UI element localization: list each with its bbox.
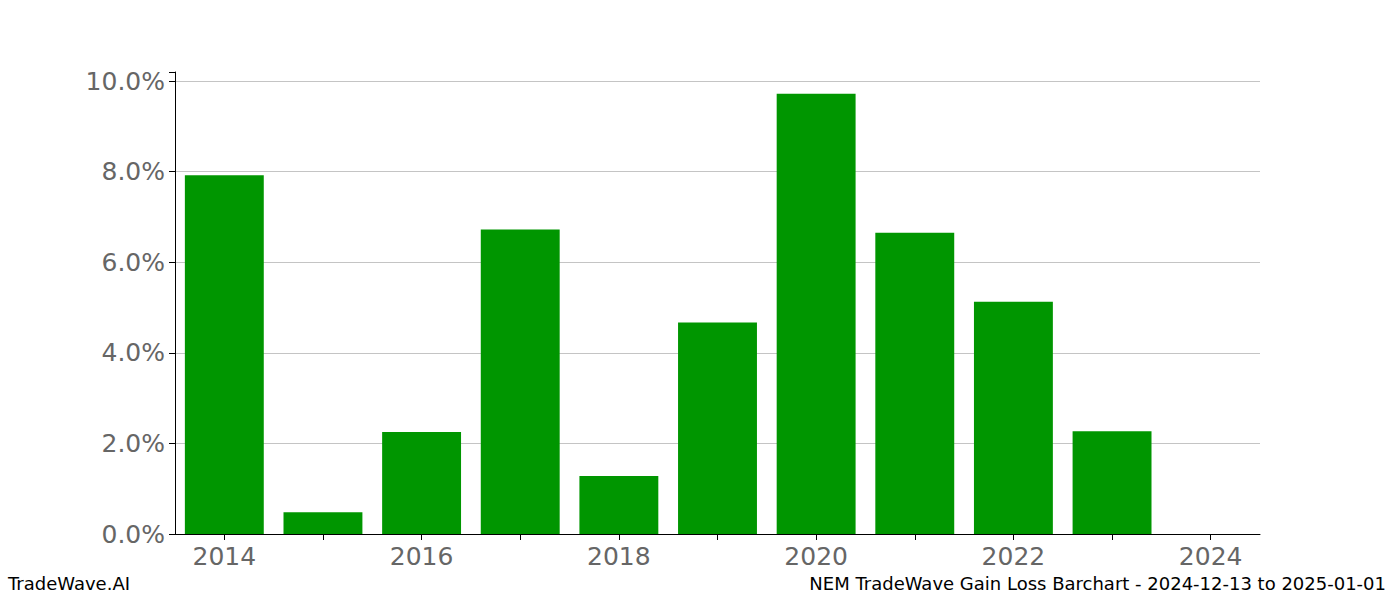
svg-text:2018: 2018 — [587, 542, 651, 571]
svg-text:0.0%: 0.0% — [101, 520, 165, 549]
svg-text:TradeWave.AI: TradeWave.AI — [7, 573, 130, 594]
svg-text:2022: 2022 — [982, 542, 1046, 571]
svg-text:2.0%: 2.0% — [101, 429, 165, 458]
svg-text:2014: 2014 — [193, 542, 257, 571]
svg-text:8.0%: 8.0% — [101, 157, 165, 186]
svg-text:2016: 2016 — [390, 542, 454, 571]
svg-text:2024: 2024 — [1179, 542, 1243, 571]
svg-text:2020: 2020 — [784, 542, 848, 571]
svg-text:4.0%: 4.0% — [101, 338, 165, 367]
svg-text:NEM TradeWave Gain Loss Barcha: NEM TradeWave Gain Loss Barchart - 2024-… — [809, 573, 1386, 594]
svg-text:10.0%: 10.0% — [86, 67, 165, 96]
svg-text:6.0%: 6.0% — [101, 248, 165, 277]
